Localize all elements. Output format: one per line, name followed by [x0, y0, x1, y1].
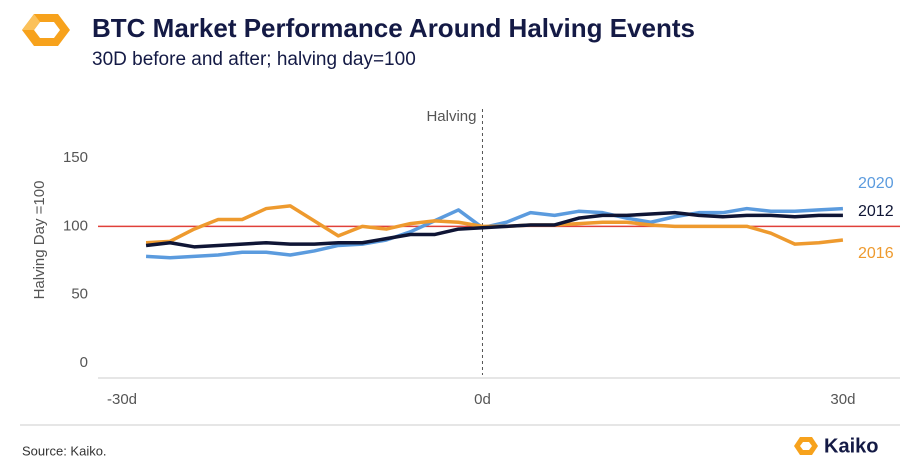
x-tick-label: -30d — [107, 391, 137, 408]
chart-title: BTC Market Performance Around Halving Ev… — [92, 13, 695, 43]
y-tick-label: 100 — [63, 217, 88, 234]
y-tick-label: 150 — [63, 149, 88, 166]
x-tick-label: 0d — [474, 391, 491, 408]
y-tick-label: 50 — [71, 286, 88, 303]
halving-label: Halving — [426, 108, 476, 125]
y-axis-label: Halving Day =100 — [31, 181, 48, 300]
source: Source: Kaiko. — [22, 443, 107, 458]
logo — [22, 14, 70, 46]
legend-label: 2020 — [858, 175, 894, 192]
brand: Kaiko — [824, 435, 878, 457]
legend-label: 2016 — [858, 245, 894, 262]
brand-logo — [794, 437, 818, 455]
series-line — [145, 210, 843, 249]
chart-subtitle: 30D before and after; halving day=100 — [92, 49, 416, 70]
x-tick-label: 30d — [830, 391, 855, 408]
y-tick-label: 0 — [80, 354, 88, 371]
legend-label: 2012 — [858, 203, 894, 220]
